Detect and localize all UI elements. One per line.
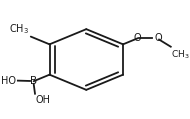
Text: O: O xyxy=(155,33,163,43)
Text: O: O xyxy=(134,33,141,43)
Text: CH$_3$: CH$_3$ xyxy=(9,22,29,36)
Text: B: B xyxy=(30,76,37,86)
Text: CH$_3$: CH$_3$ xyxy=(171,49,189,61)
Text: HO: HO xyxy=(1,76,16,86)
Text: OH: OH xyxy=(36,95,51,105)
